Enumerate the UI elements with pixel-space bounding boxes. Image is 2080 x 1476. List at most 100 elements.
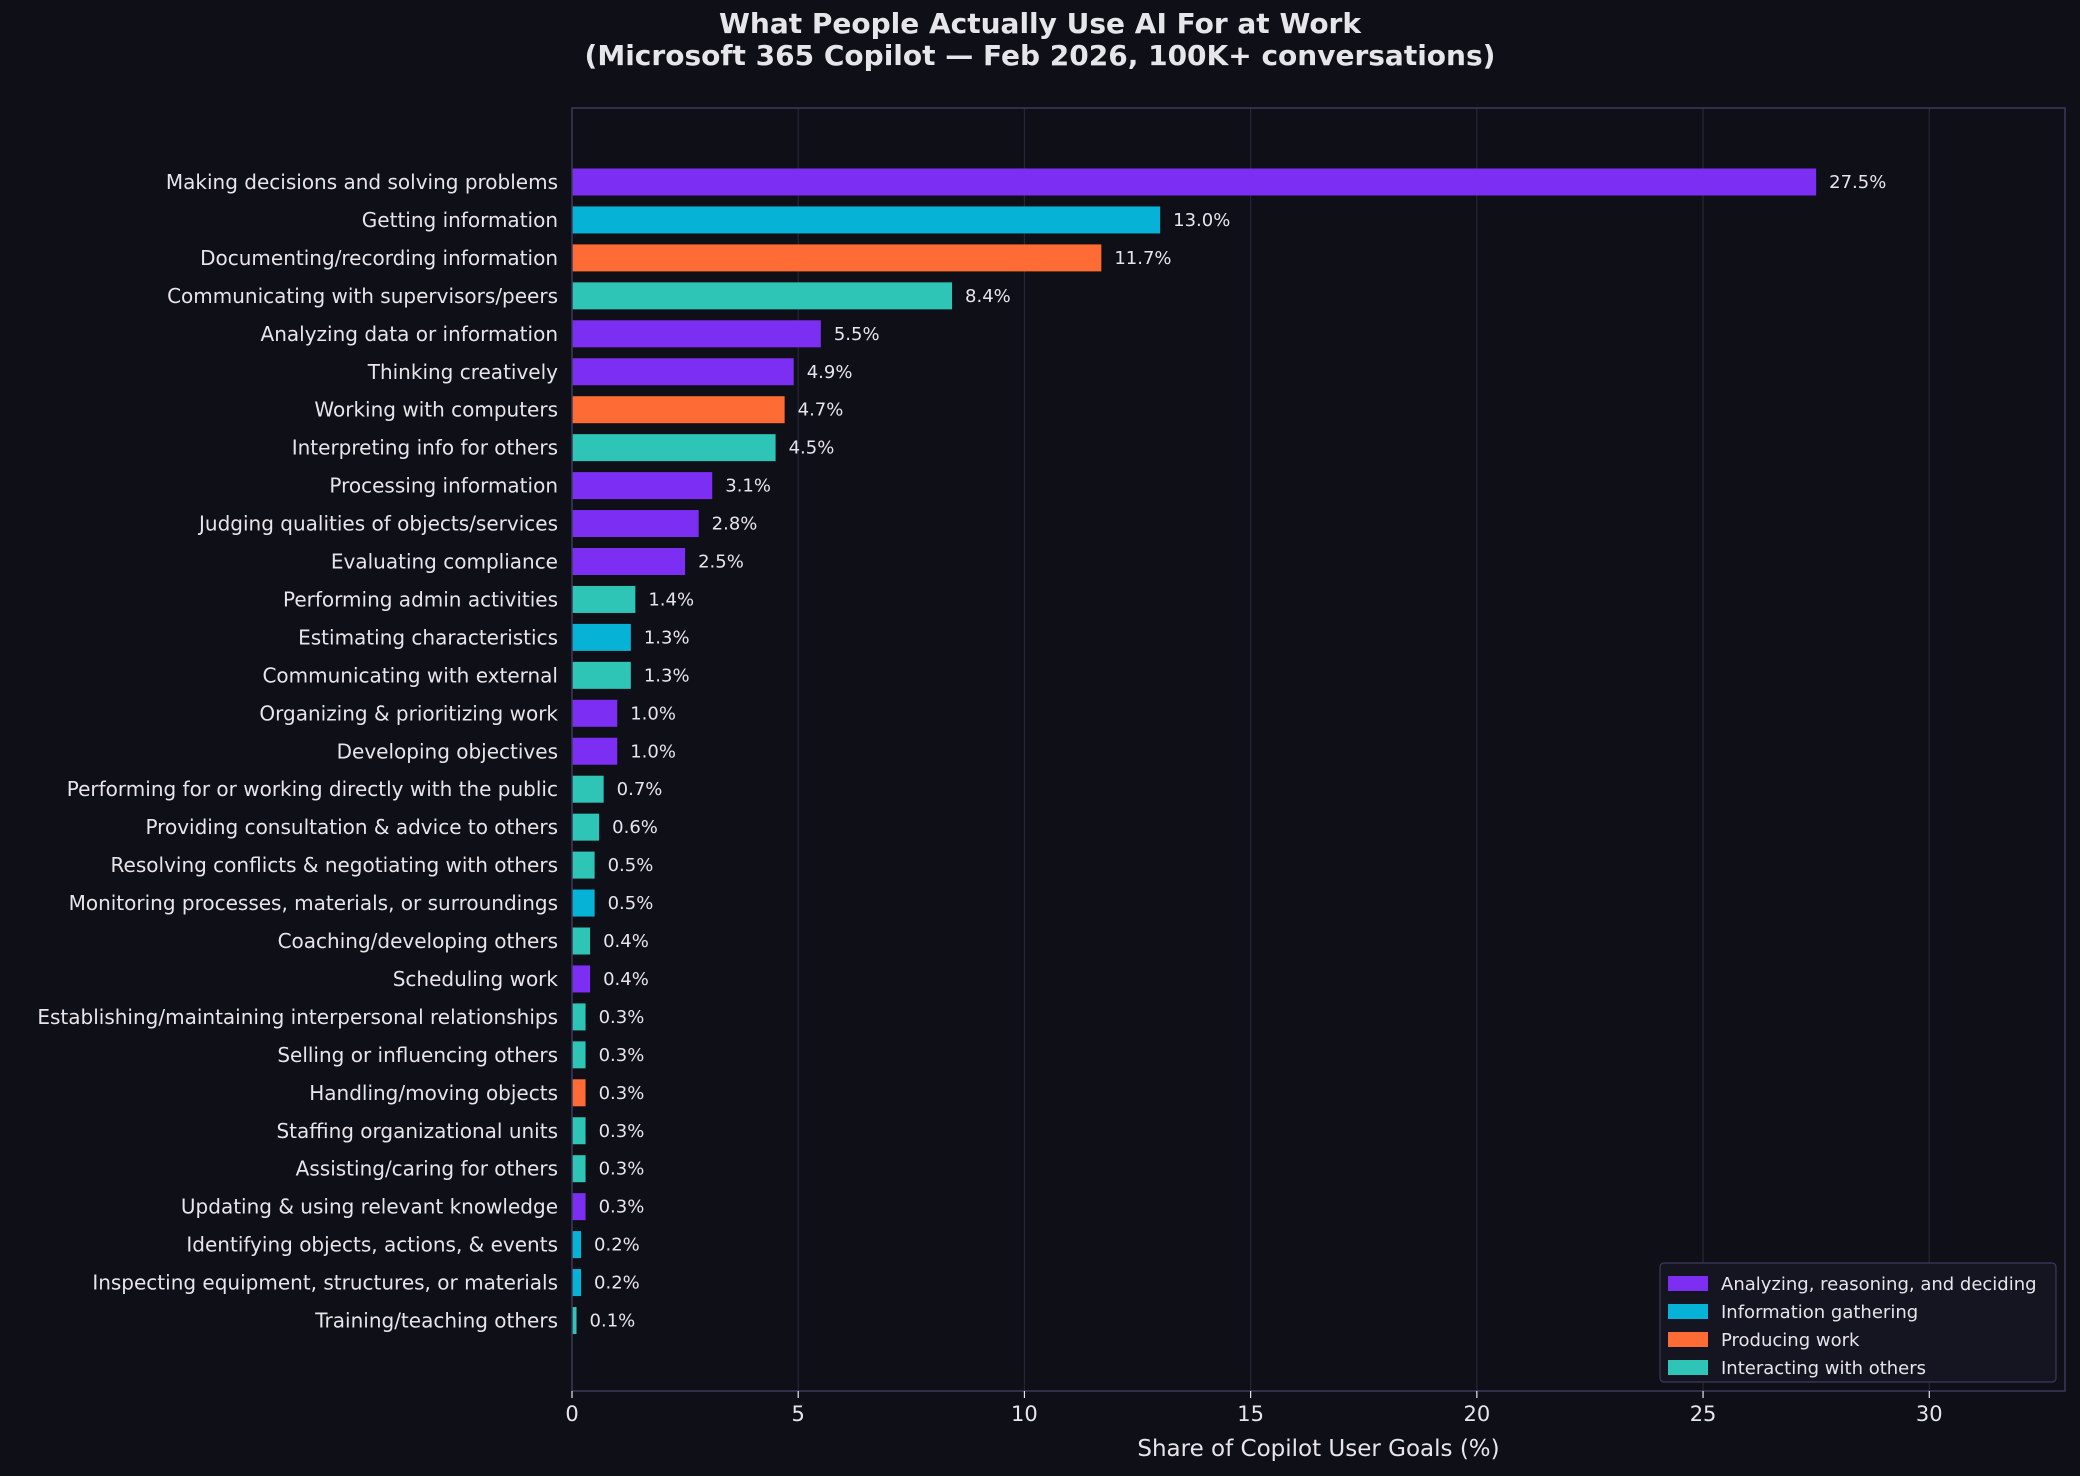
x-tick-label: 10 (1011, 1402, 1038, 1426)
value-label: 1.0% (630, 741, 676, 762)
value-label: 5.5% (834, 324, 880, 345)
bar (572, 1155, 586, 1183)
category-label: Inspecting equipment, structures, or mat… (92, 1271, 558, 1295)
value-label: 0.4% (603, 931, 649, 952)
legend-label: Interacting with others (1721, 1358, 1926, 1379)
x-tick-label: 0 (565, 1402, 578, 1426)
chart-title: What People Actually Use AI For at Work (719, 7, 1361, 40)
value-label: 0.3% (599, 1007, 645, 1028)
bar (572, 472, 713, 500)
category-label: Thinking creatively (367, 360, 558, 384)
value-label: 13.0% (1173, 210, 1230, 231)
bar (572, 661, 631, 689)
category-label: Communicating with supervisors/peers (167, 284, 558, 308)
category-label: Training/teaching others (314, 1309, 558, 1333)
bar (572, 168, 1817, 196)
legend: Analyzing, reasoning, and deciding Inform… (1659, 1262, 2057, 1383)
bar (572, 1193, 586, 1221)
value-label: 0.3% (599, 1045, 645, 1066)
chart-title-block: What People Actually Use AI For at Work … (0, 8, 2080, 72)
value-label: 0.3% (599, 1197, 645, 1218)
value-label: 4.7% (798, 400, 844, 421)
category-label: Staffing organizational units (276, 1119, 558, 1143)
category-label: Scheduling work (393, 967, 559, 991)
bar (572, 1269, 582, 1297)
legend-box (1659, 1262, 2057, 1383)
category-label: Coaching/developing others (278, 929, 558, 953)
bar (572, 813, 600, 841)
value-label: 1.0% (630, 703, 676, 724)
category-label: Organizing & prioritizing work (259, 701, 558, 725)
category-label: Evaluating compliance (331, 550, 558, 574)
legend-label: Analyzing, reasoning, and deciding (1721, 1274, 2037, 1295)
value-label: 1.4% (648, 589, 694, 610)
category-label: Developing objectives (337, 739, 558, 763)
bar (572, 548, 686, 575)
bar (572, 358, 794, 386)
value-label: 0.7% (617, 779, 663, 800)
value-label: 0.5% (608, 855, 654, 876)
bar (572, 1041, 586, 1069)
plot-frame (571, 107, 2066, 1392)
legend-swatch (1668, 1276, 1708, 1291)
category-label: Handling/moving objects (309, 1081, 558, 1105)
chart-subtitle: (Microsoft 365 Copilot — Feb 2026, 100K+… (584, 39, 1496, 72)
value-label: 0.6% (612, 817, 658, 838)
value-label: 4.5% (789, 438, 835, 459)
bar (572, 1079, 586, 1107)
category-label: Providing consultation & advice to other… (145, 815, 558, 839)
value-label: 0.3% (599, 1121, 645, 1142)
bar (572, 244, 1102, 272)
value-label: 0.2% (594, 1235, 640, 1256)
bar (572, 1117, 586, 1145)
category-label: Performing admin activities (283, 587, 558, 611)
category-label: Monitoring processes, materials, or surr… (69, 891, 558, 915)
category-label: Establishing/maintaining interpersonal r… (37, 1005, 558, 1029)
legend-swatch (1668, 1360, 1708, 1375)
bar (572, 206, 1161, 234)
category-label: Identifying objects, actions, & events (186, 1233, 558, 1257)
value-label: 0.5% (608, 893, 654, 914)
value-label: 1.3% (644, 665, 690, 686)
x-tick-label: 5 (792, 1402, 805, 1426)
legend-label: Producing work (1721, 1330, 1860, 1351)
bar (572, 927, 591, 955)
category-label: Documenting/recording information (200, 246, 558, 270)
value-labels: 27.5% 13.0%11.7% 8.4% 5.5% 4.9% 4.7% 4.5% 3.1% 2… (590, 172, 1887, 1332)
bar (572, 623, 631, 651)
legend-swatch (1668, 1332, 1708, 1347)
value-label: 2.5% (698, 552, 744, 573)
x-axis-label: Share of Copilot User Goals (%) (1137, 1436, 1499, 1462)
bar (572, 1307, 577, 1334)
category-label: Resolving conflicts & negotiating with o… (111, 853, 558, 877)
value-label: 0.2% (594, 1273, 640, 1294)
x-axis: 0 5 10 15 20 25 30 (565, 107, 2066, 1426)
value-label: 0.4% (603, 969, 649, 990)
x-tick-label: 25 (1690, 1402, 1717, 1426)
category-label: Working with computers (314, 398, 558, 422)
value-label: 3.1% (725, 476, 771, 497)
x-tick-label: 15 (1237, 1402, 1264, 1426)
value-label: 0.3% (599, 1159, 645, 1180)
category-label: Estimating characteristics (298, 625, 558, 649)
value-label: 0.1% (590, 1311, 636, 1332)
bars (572, 168, 1817, 1334)
legend-swatch (1668, 1304, 1708, 1319)
category-label: Analyzing data or information (261, 322, 558, 346)
bar (572, 1003, 586, 1031)
value-label: 8.4% (965, 286, 1011, 307)
bar (572, 510, 699, 538)
bar (572, 737, 618, 765)
bar (572, 320, 821, 348)
bar (572, 775, 604, 803)
category-label: Performing for or working directly with … (67, 777, 558, 801)
bar (572, 851, 595, 879)
value-label: 4.9% (807, 362, 853, 383)
value-label: 2.8% (712, 514, 758, 535)
category-label: Selling or influencing others (277, 1043, 558, 1067)
category-labels: Making decisions and solving problems Get… (37, 170, 558, 1333)
bar (572, 282, 953, 310)
category-label: Assisting/caring for others (296, 1157, 558, 1181)
category-label: Getting information (362, 208, 558, 232)
